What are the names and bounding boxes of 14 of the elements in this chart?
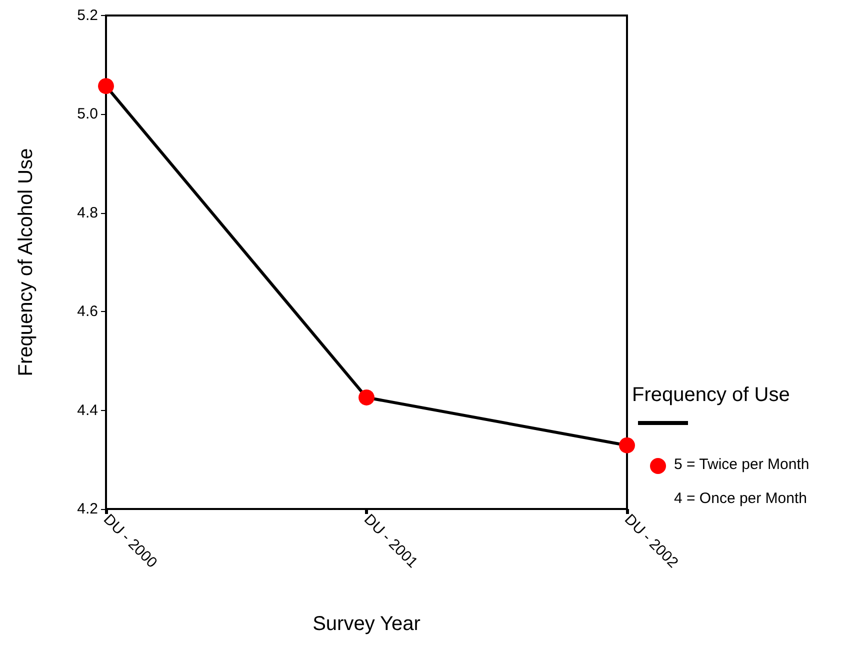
text: 4 = Once per Month	[674, 490, 807, 507]
point	[98, 78, 114, 94]
y-tick-label: 4.2	[77, 500, 98, 518]
y-axis-title: Frequency of Alcohol Use	[15, 148, 37, 376]
text: 5 = Twice per Month	[674, 456, 810, 473]
y-tick-label: 4.4	[77, 402, 98, 419]
x-axis-title: Survey Year	[312, 613, 421, 635]
y-tick-label: 5.2	[77, 7, 98, 24]
y-tick-label: 5.0	[77, 106, 98, 123]
point	[619, 437, 635, 454]
legend-title: Frequency of Use	[632, 384, 790, 406]
point	[358, 389, 374, 406]
y-tick-label: 4.6	[77, 303, 98, 320]
y-tick-label: 4.8	[77, 204, 98, 222]
